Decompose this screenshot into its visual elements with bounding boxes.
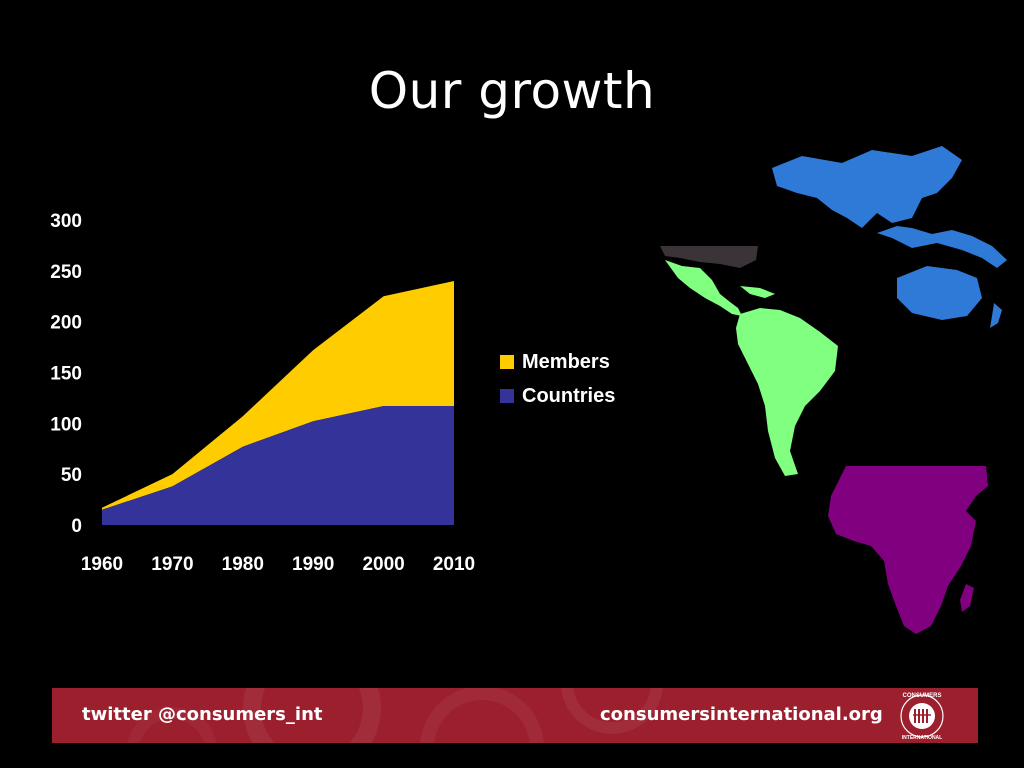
- y-tick-label: 0: [71, 516, 82, 537]
- svg-text:CONSUMERS: CONSUMERS: [902, 693, 941, 699]
- legend-swatch-countries: [500, 389, 514, 403]
- twitter-handle[interactable]: twitter @consumers_int: [82, 704, 323, 725]
- growth-area-chart: 0 50 100 150 200 250 300 1960 1970 1980 1990 2000 20…: [50, 211, 475, 575]
- x-tick-label: 1990: [292, 554, 334, 575]
- area-countries: [102, 406, 454, 525]
- website-link[interactable]: consumersinternational.org: [600, 704, 883, 725]
- x-tick-label: 1960: [81, 554, 123, 575]
- footer-banner: twitter @consumers_int consumersinternat…: [52, 688, 978, 743]
- y-tick-label: 200: [50, 313, 82, 334]
- y-tick-label: 150: [50, 364, 82, 385]
- y-tick-label: 300: [50, 211, 82, 232]
- legend-swatch-members: [500, 355, 514, 369]
- legend-label-countries: Countries: [522, 384, 616, 407]
- x-tick-label: 1970: [151, 554, 193, 575]
- y-tick-label: 100: [50, 414, 82, 435]
- area-members: [102, 281, 454, 510]
- latin-america-map: [660, 246, 838, 476]
- consumers-international-logo-icon: CONSUMERS INTERNATIONAL: [900, 693, 944, 741]
- legend-label-members: Members: [522, 350, 610, 373]
- x-tick-label: 1980: [222, 554, 264, 575]
- x-tick-label: 2010: [433, 554, 475, 575]
- y-tick-label: 50: [61, 465, 82, 486]
- legend-item-countries: Countries: [500, 379, 615, 413]
- asia-pacific-map: [772, 146, 1007, 328]
- chart-legend: Members Countries: [500, 345, 615, 413]
- africa-map: [828, 466, 988, 634]
- slide-title: Our growth: [368, 62, 656, 120]
- x-tick-label: 2000: [362, 554, 404, 575]
- legend-item-members: Members: [500, 345, 615, 379]
- y-tick-label: 250: [50, 262, 82, 283]
- footer-decoration: [127, 688, 663, 743]
- svg-text:INTERNATIONAL: INTERNATIONAL: [902, 735, 942, 741]
